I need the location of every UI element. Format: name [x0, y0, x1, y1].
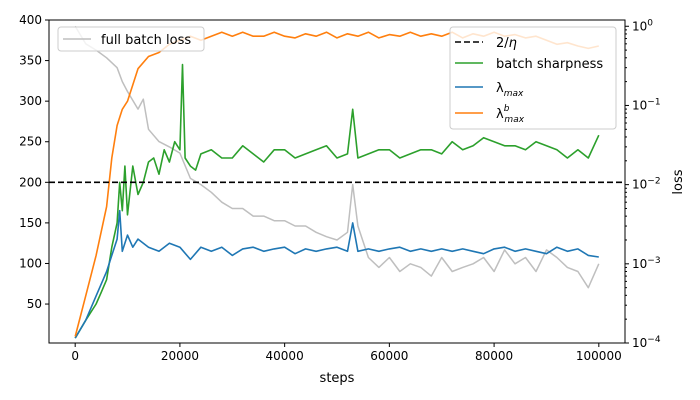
- y-right-tick-label: 10−2: [632, 177, 661, 192]
- y-right-tick-label: 10−4: [632, 335, 661, 350]
- legend-label-lambda_max_b: λb max: [496, 104, 525, 125]
- tick-base: 10: [632, 98, 647, 112]
- series-full-batch-loss: [74, 25, 600, 289]
- legend-label-main: 2/: [496, 36, 509, 51]
- legend-left: full batch loss: [57, 26, 205, 52]
- legend-label-threshold: 2/η: [496, 36, 517, 51]
- legend-label-superscript: b: [504, 104, 510, 114]
- y-left-tick-label: 200: [19, 175, 42, 189]
- y-axis-left: 50 100 150 200 250 300 350 400: [19, 13, 49, 311]
- series-line-full-batch-loss: [74, 25, 600, 289]
- legend-label-subscript: max: [504, 115, 524, 125]
- tick-exponent: −4: [647, 335, 661, 345]
- tick-base: 10: [632, 257, 647, 271]
- tick-exponent: 0: [647, 18, 653, 28]
- y-left-tick-label: 400: [19, 13, 42, 27]
- legend-label-full-batch-loss: full batch loss: [101, 33, 191, 48]
- legend-label-italic: η: [509, 36, 517, 51]
- series--max: [74, 209, 599, 339]
- y-left-tick-label: 300: [19, 94, 42, 108]
- x-tick-label: 20000: [161, 349, 199, 363]
- legend-right-box: [449, 26, 617, 130]
- y-left-tick-label: 350: [19, 54, 42, 68]
- legend-label-batch_sharpness: batch sharpness: [496, 57, 603, 72]
- tick-base: 10: [632, 336, 647, 350]
- tick-exponent: −1: [647, 97, 660, 107]
- legend-label-lambda_max: λmax: [496, 81, 524, 99]
- plot-frame: [48, 19, 626, 344]
- tick-base: 10: [632, 178, 647, 192]
- legend-label-main: λ: [496, 107, 504, 122]
- y-left-tick-label: 150: [19, 216, 42, 230]
- legend-left-box: [57, 26, 205, 52]
- y-left-tick-label: 50: [27, 297, 42, 311]
- legend-label-main: batch sharpness: [496, 57, 603, 72]
- y-left-tick-label: 250: [19, 135, 42, 149]
- x-tick-label: 80000: [475, 349, 513, 363]
- x-axis-title: steps: [320, 371, 355, 386]
- tick-exponent: −2: [647, 177, 660, 187]
- y-left-tick-label: 100: [19, 256, 42, 270]
- tick-base: 10: [632, 19, 647, 33]
- tick-exponent: −3: [647, 256, 660, 266]
- series-line--max: [74, 209, 599, 339]
- x-tick-label: 40000: [266, 349, 304, 363]
- y-right-axis-title: loss: [671, 169, 686, 194]
- x-tick-label: 60000: [370, 349, 408, 363]
- legend-label-main: λ: [496, 81, 504, 96]
- x-tick-label: 100000: [576, 349, 622, 363]
- y-right-tick-label: 10−1: [632, 97, 661, 112]
- x-tick-label: 0: [71, 349, 79, 363]
- legend-label-subscript: max: [504, 89, 524, 99]
- y-right-tick-label: 100: [632, 18, 653, 33]
- x-axis: 0 20000 40000 60000 80000 100000: [71, 343, 622, 363]
- y-right-tick-label: 10−3: [632, 256, 661, 271]
